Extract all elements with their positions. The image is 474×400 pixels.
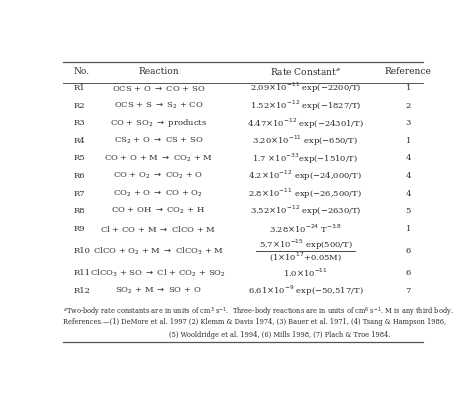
- Text: 5.7$\times$10$^{-15}$ exp(500/T): 5.7$\times$10$^{-15}$ exp(500/T): [258, 238, 352, 252]
- Text: CO + OH $\rightarrow$ CO$_2$ + H: CO + OH $\rightarrow$ CO$_2$ + H: [111, 206, 205, 216]
- Text: 2.8$\times$10$^{-11}$ exp($-$26,500/T): 2.8$\times$10$^{-11}$ exp($-$26,500/T): [248, 186, 362, 201]
- Text: SO$_2$ + M $\rightarrow$ SO + O: SO$_2$ + M $\rightarrow$ SO + O: [115, 285, 202, 296]
- Text: CO + SO$_2$ $\rightarrow$ products: CO + SO$_2$ $\rightarrow$ products: [110, 117, 207, 129]
- Text: 3: 3: [406, 119, 411, 127]
- Text: CO + O + M $\rightarrow$ CO$_2$ + M: CO + O + M $\rightarrow$ CO$_2$ + M: [104, 153, 213, 164]
- Text: 3.28$\times$10$^{-24}$ T$^{-3.8}$: 3.28$\times$10$^{-24}$ T$^{-3.8}$: [269, 222, 342, 235]
- Text: R12: R12: [74, 286, 91, 294]
- Text: CO + O$_2$ $\rightarrow$ CO$_2$ + O: CO + O$_2$ $\rightarrow$ CO$_2$ + O: [113, 171, 203, 181]
- Text: R11: R11: [74, 269, 91, 277]
- Text: R10: R10: [74, 247, 91, 255]
- Text: 2.09$\times$10$^{-11}$ exp($-$2200/T): 2.09$\times$10$^{-11}$ exp($-$2200/T): [250, 81, 361, 95]
- Text: OCS + S $\rightarrow$ S$_2$ + CO: OCS + S $\rightarrow$ S$_2$ + CO: [114, 100, 203, 111]
- Text: CS$_2$ + O $\rightarrow$ CS + SO: CS$_2$ + O $\rightarrow$ CS + SO: [114, 136, 203, 146]
- Text: R9: R9: [74, 225, 86, 233]
- Text: 7: 7: [406, 286, 411, 294]
- Text: 2: 2: [406, 102, 411, 110]
- Text: 6.61$\times$10$^{-9}$ exp($-$50,517/T): 6.61$\times$10$^{-9}$ exp($-$50,517/T): [247, 283, 363, 298]
- Text: 1: 1: [406, 225, 411, 233]
- Text: R2: R2: [74, 102, 85, 110]
- Text: $^a$Two-body rate constants are in units of cm$^3$ s$^{-1}$.  Three-body reactio: $^a$Two-body rate constants are in units…: [63, 306, 454, 320]
- Text: References.—(1) DeMore et al. 1997 (2) Klemm & Davis 1974, (3) Bauer et al. 1971: References.—(1) DeMore et al. 1997 (2) K…: [63, 318, 446, 326]
- Text: Rate Constant$^a$: Rate Constant$^a$: [270, 66, 341, 76]
- Text: (1$\times$10$^{17}$+0.05M): (1$\times$10$^{17}$+0.05M): [269, 250, 342, 263]
- Text: R4: R4: [74, 137, 86, 145]
- Text: 5: 5: [406, 207, 411, 215]
- Text: 4: 4: [405, 172, 411, 180]
- Text: 4.2$\times$10$^{-12}$ exp($-$24,000/T): 4.2$\times$10$^{-12}$ exp($-$24,000/T): [248, 169, 362, 183]
- Text: ClCO$_3$ + SO $\rightarrow$ Cl + CO$_2$ + SO$_2$: ClCO$_3$ + SO $\rightarrow$ Cl + CO$_2$ …: [91, 267, 227, 279]
- Text: 4: 4: [405, 190, 411, 198]
- Text: 4.47$\times$10$^{-12}$ exp($-$24301/T): 4.47$\times$10$^{-12}$ exp($-$24301/T): [247, 116, 364, 130]
- Text: 1.7 $\times$10$^{-33}$exp($-$1510/T): 1.7 $\times$10$^{-33}$exp($-$1510/T): [252, 151, 358, 166]
- Text: R6: R6: [74, 172, 85, 180]
- Text: 1.0$\times$10$^{-11}$: 1.0$\times$10$^{-11}$: [283, 267, 328, 279]
- Text: R7: R7: [74, 190, 86, 198]
- Text: 3.20$\times$10$^{-11}$ exp($-$650/T): 3.20$\times$10$^{-11}$ exp($-$650/T): [253, 134, 358, 148]
- Text: Reference: Reference: [385, 66, 432, 76]
- Text: 1: 1: [406, 137, 411, 145]
- Text: ClCO + O$_2$ + M $\rightarrow$ ClCO$_3$ + M: ClCO + O$_2$ + M $\rightarrow$ ClCO$_3$ …: [93, 245, 224, 256]
- Text: 1.52$\times$10$^{-12}$ exp($-$1827/T): 1.52$\times$10$^{-12}$ exp($-$1827/T): [250, 98, 361, 113]
- Text: R1: R1: [74, 84, 86, 92]
- Text: R5: R5: [74, 154, 86, 162]
- Text: R8: R8: [74, 207, 86, 215]
- Text: OCS + O $\rightarrow$ CO + SO: OCS + O $\rightarrow$ CO + SO: [112, 84, 205, 93]
- Text: Reaction: Reaction: [138, 66, 179, 76]
- Text: CO$_2$ + O $\rightarrow$ CO + O$_2$: CO$_2$ + O $\rightarrow$ CO + O$_2$: [113, 188, 203, 199]
- Text: R3: R3: [74, 119, 86, 127]
- Text: (5) Wooldridge et al. 1994, (6) Mills 1998, (7) Plach & Troe 1984.: (5) Wooldridge et al. 1994, (6) Mills 19…: [169, 331, 391, 339]
- Text: 6: 6: [406, 247, 411, 255]
- Text: No.: No.: [74, 66, 90, 76]
- Text: 4: 4: [405, 154, 411, 162]
- Text: 3.52$\times$10$^{-12}$ exp($-$2630/T): 3.52$\times$10$^{-12}$ exp($-$2630/T): [250, 204, 361, 218]
- Text: Cl + CO + M $\rightarrow$ ClCO + M: Cl + CO + M $\rightarrow$ ClCO + M: [100, 224, 217, 234]
- Text: 1: 1: [406, 84, 411, 92]
- Text: 6: 6: [406, 269, 411, 277]
